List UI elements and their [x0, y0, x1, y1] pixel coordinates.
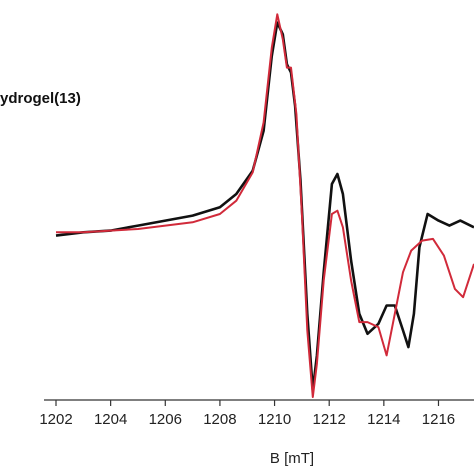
x-axis: 12021204120612081210121212141216121 [39, 399, 474, 428]
x-tick-label: 1214 [367, 411, 400, 428]
x-tick-label: 1204 [94, 411, 127, 428]
x-tick-label: 1208 [203, 411, 236, 428]
x-tick-label: 1212 [313, 411, 346, 428]
x-tick-label: 1216 [422, 411, 455, 428]
x-axis-ticks [55, 400, 440, 406]
experimental-spectrum-line [55, 21, 474, 392]
simulated-spectrum-line [56, 13, 474, 398]
x-axis-tick-labels: 12021204120612081210121212141216121 [39, 411, 455, 428]
x-tick-label: 1210 [258, 411, 291, 428]
sample-annotation: ydrogel(13) [0, 90, 81, 107]
x-tick-label: 1202 [39, 411, 72, 428]
series-lines [55, 13, 474, 398]
x-tick-label: 1206 [149, 411, 182, 428]
x-axis-label: B [mT] [270, 450, 314, 467]
